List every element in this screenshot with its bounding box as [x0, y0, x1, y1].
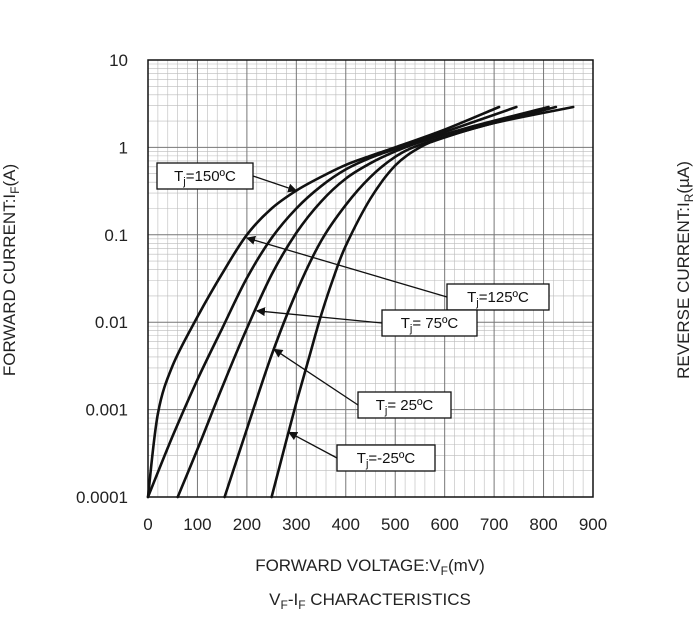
- series-label: Tj=125ºC: [467, 289, 529, 309]
- x-tick-label: 600: [430, 515, 458, 534]
- annotation-box: [381, 309, 478, 337]
- y-tick-label: 1: [119, 138, 128, 157]
- x-tick-label: 200: [233, 515, 261, 534]
- right-y-axis-title: REVERSE CURRENT:IR(µA): [674, 161, 694, 379]
- annotation-arrow: [288, 431, 338, 459]
- y-tick-labels: 10 1 0.1 0.01 0.001 0.0001: [76, 51, 128, 507]
- series-label: Tj= 75ºC: [401, 315, 459, 335]
- series-label: Tj=-25ºC: [357, 450, 416, 470]
- minor-grid: [148, 60, 593, 497]
- annotation-layer: Tj=150ºC Tj=125ºC Tj= 75ºC Tj= 25ºC Tj=-25ºC: [156, 162, 550, 472]
- x-tick-label: 300: [282, 515, 310, 534]
- y-axis-title: FORWARD CURRENT:IF(A): [0, 164, 22, 376]
- plot-frame: [147, 59, 594, 498]
- x-axis-title: FORWARD VOLTAGE:VF(mV): [255, 556, 485, 578]
- series-label: Tj= 25ºC: [376, 397, 434, 417]
- y-tick-label: 10: [109, 51, 128, 70]
- y-tick-label: 0.0001: [76, 488, 128, 507]
- annotation-arrow: [255, 307, 383, 324]
- annotation-arrow: [246, 235, 448, 298]
- annotation-box: [446, 283, 550, 311]
- annotation-arrow: [273, 348, 359, 406]
- major-grid: [147, 60, 594, 498]
- annotation-box: [336, 444, 436, 472]
- series-layer: [146, 105, 575, 499]
- x-tick-label: 800: [529, 515, 557, 534]
- x-tick-label: 900: [579, 515, 607, 534]
- y-tick-label: 0.01: [95, 313, 128, 332]
- series-line-2: [176, 105, 550, 499]
- chart-title: VF-IF CHARACTERISTICS: [269, 590, 471, 612]
- annotation-box: [357, 391, 452, 419]
- series-label: Tj=150ºC: [174, 168, 236, 188]
- y-tick-label: 0.001: [85, 401, 128, 420]
- x-tick-label: 500: [381, 515, 409, 534]
- x-tick-label: 400: [332, 515, 360, 534]
- x-tick-label: 700: [480, 515, 508, 534]
- annotation-box: [156, 162, 254, 190]
- x-tick-label: 0: [143, 515, 152, 534]
- y-tick-label: 0.1: [104, 226, 128, 245]
- series-line-1: [146, 105, 518, 499]
- series-line-4: [270, 105, 575, 499]
- x-tick-label: 100: [183, 515, 211, 534]
- annotation-arrow: [252, 175, 298, 193]
- series-line-0: [146, 105, 501, 499]
- x-tick-labels: 0 100 200 300 400 500 600 700 800 900: [143, 515, 607, 534]
